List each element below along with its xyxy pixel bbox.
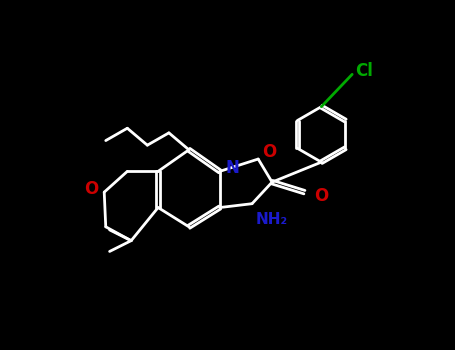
Text: O: O: [84, 180, 98, 198]
Text: Cl: Cl: [355, 62, 373, 80]
Text: N: N: [225, 159, 239, 177]
Text: O: O: [262, 143, 276, 161]
Text: NH₂: NH₂: [255, 212, 287, 226]
Text: O: O: [313, 187, 328, 205]
